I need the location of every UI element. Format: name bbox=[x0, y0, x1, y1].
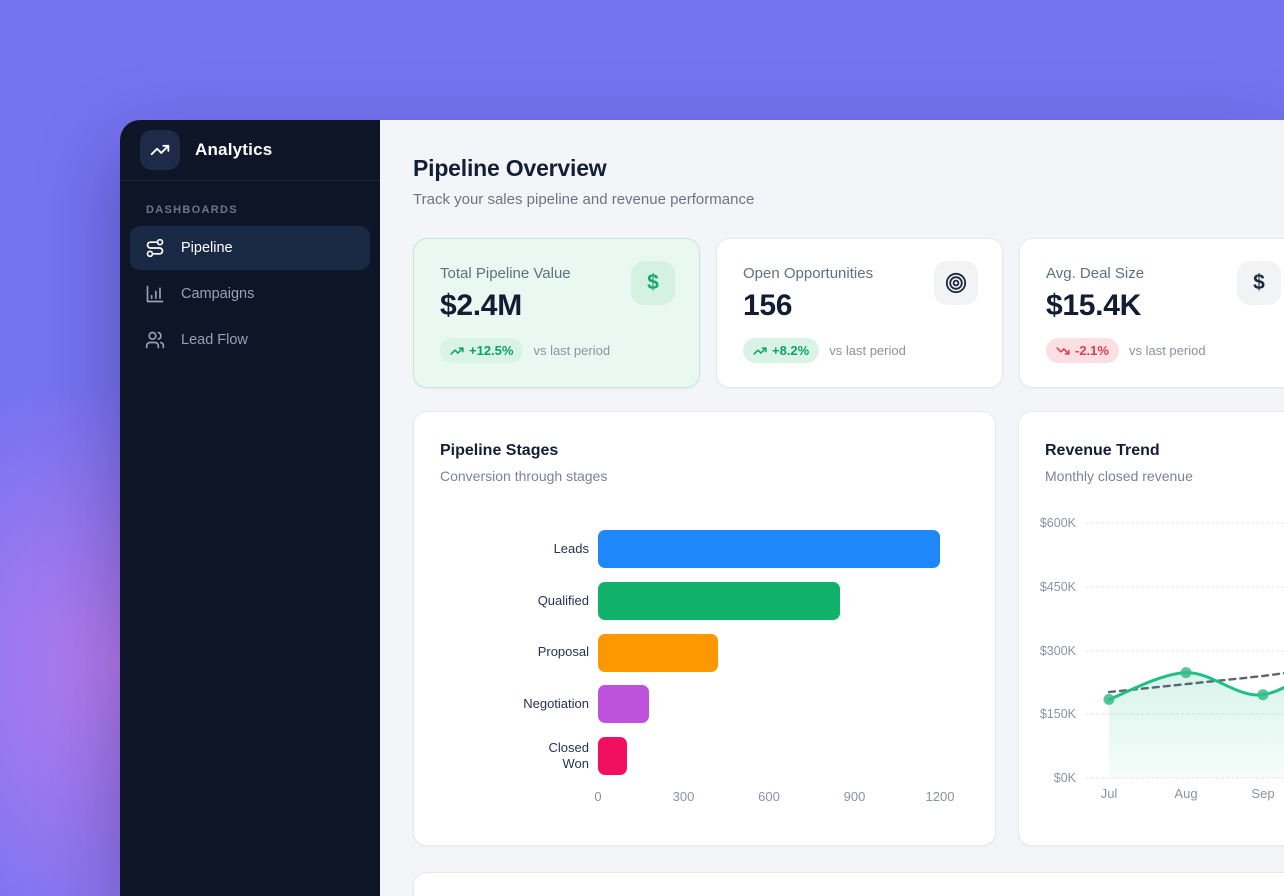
gridline bbox=[1086, 650, 1284, 651]
stage-row: Closed Won bbox=[440, 737, 969, 776]
pipeline-stages-card: Pipeline Stages Conversion through stage… bbox=[413, 411, 996, 846]
kpi-value: $15.4K bbox=[1046, 289, 1141, 322]
sidebar-item-campaigns[interactable]: Campaigns bbox=[130, 272, 370, 316]
stage-bar-proposal bbox=[598, 633, 718, 672]
page-subtitle: Track your sales pipeline and revenue pe… bbox=[413, 191, 755, 208]
users-icon bbox=[145, 330, 165, 350]
stage-row: Leads bbox=[440, 530, 969, 568]
delta-badge: -2.1% bbox=[1046, 338, 1119, 363]
stage-x-axis: 0 300 600 900 1200 bbox=[440, 789, 969, 805]
sidebar-section-label: DASHBOARDS bbox=[146, 204, 238, 216]
brand-title: Analytics bbox=[195, 140, 273, 159]
y-tick: $150K bbox=[1039, 707, 1076, 722]
kpi-note: vs last period bbox=[829, 343, 906, 358]
delta-badge: +8.2% bbox=[743, 338, 820, 363]
x-tick: 1200 bbox=[925, 788, 955, 804]
chart-subtitle: Conversion through stages bbox=[440, 468, 608, 484]
kpi-card-open-opportunities: Open Opportunities 156 +8.2% vs last per… bbox=[716, 238, 1003, 388]
data-point-dot bbox=[1257, 689, 1269, 701]
sidebar-item-label: Campaigns bbox=[181, 286, 255, 302]
kpi-card-avg-deal-size: Avg. Deal Size $15.4K $ -2.1% vs last pe… bbox=[1019, 238, 1284, 388]
x-tick: 900 bbox=[843, 788, 866, 804]
bottom-card-partial bbox=[413, 872, 1284, 896]
trend-dashed-line bbox=[1107, 671, 1284, 694]
kpi-note: vs last period bbox=[1128, 343, 1206, 358]
y-tick: $0K bbox=[1053, 771, 1076, 785]
dollar-icon: $ bbox=[1237, 261, 1281, 305]
x-tick: 0 bbox=[594, 788, 602, 804]
chart-title: Revenue Trend bbox=[1045, 442, 1160, 459]
x-tick-month: Sep bbox=[1251, 786, 1275, 801]
delta-badge: +12.5% bbox=[440, 338, 524, 363]
trending-up-icon bbox=[450, 344, 464, 358]
sidebar-header: Analytics bbox=[120, 120, 380, 181]
kpi-label: Avg. Deal Size bbox=[1046, 265, 1145, 282]
kpi-row: Total Pipeline Value $2.4M $ +12.5% vs l… bbox=[413, 238, 1284, 388]
bar-chart-icon bbox=[145, 284, 165, 304]
kpi-card-total-pipeline-value: Total Pipeline Value $2.4M $ +12.5% vs l… bbox=[413, 238, 700, 388]
charts-row: Pipeline Stages Conversion through stage… bbox=[413, 411, 1284, 846]
app-logo bbox=[140, 130, 180, 170]
delta-value: +8.2% bbox=[772, 343, 810, 358]
sidebar-item-label: Pipeline bbox=[181, 240, 233, 256]
x-tick-month: Aug bbox=[1174, 786, 1198, 801]
y-tick: $300K bbox=[1039, 643, 1076, 658]
stage-row: Negotiation bbox=[440, 685, 969, 724]
chart-subtitle: Monthly closed revenue bbox=[1045, 468, 1193, 484]
y-tick: $600K bbox=[1039, 516, 1076, 530]
stage-bar-chart: Leads Qualified Proposal Negotiation Closed … bbox=[440, 530, 969, 805]
stage-label: Closed Won bbox=[548, 739, 589, 772]
stage-label: Leads bbox=[553, 540, 589, 556]
revenue-trend-card: Revenue Trend Monthly closed revenue $60… bbox=[1018, 411, 1284, 846]
x-tick: 600 bbox=[758, 788, 780, 804]
sidebar: Analytics DASHBOARDS Pipeline Campaigns Le… bbox=[120, 120, 380, 896]
route-icon bbox=[145, 238, 165, 258]
stage-bar-negotiation bbox=[598, 685, 650, 724]
kpi-label: Total Pipeline Value bbox=[440, 265, 571, 282]
data-point-dot bbox=[1103, 693, 1115, 705]
trending-up-icon bbox=[753, 344, 767, 358]
sidebar-nav: Pipeline Campaigns Lead Flow bbox=[120, 226, 380, 362]
stage-label: Proposal bbox=[537, 644, 589, 660]
target-icon bbox=[934, 261, 978, 305]
y-tick: $450K bbox=[1039, 579, 1076, 594]
stage-bar-qualified bbox=[598, 581, 841, 620]
gridline bbox=[1086, 713, 1284, 715]
sidebar-item-label: Lead Flow bbox=[181, 332, 248, 348]
x-tick: 300 bbox=[672, 788, 695, 804]
main-content: Pipeline Overview Track your sales pipel… bbox=[380, 120, 1284, 896]
kpi-note: vs last period bbox=[533, 343, 611, 358]
stage-row: Proposal bbox=[440, 633, 969, 672]
delta-value: -2.1% bbox=[1075, 343, 1109, 358]
kpi-value: 156 bbox=[743, 289, 793, 322]
revenue-line bbox=[1107, 671, 1284, 701]
stage-label: Negotiation bbox=[523, 696, 589, 712]
delta-value: +12.5% bbox=[469, 343, 514, 358]
stage-label: Qualified bbox=[537, 592, 589, 608]
kpi-value: $2.4M bbox=[440, 289, 522, 322]
stage-bar-closed-won bbox=[598, 737, 627, 776]
chart-title: Pipeline Stages bbox=[440, 442, 559, 459]
sidebar-item-lead-flow[interactable]: Lead Flow bbox=[130, 318, 370, 362]
gridline bbox=[1086, 522, 1284, 524]
page-title: Pipeline Overview bbox=[413, 155, 607, 181]
data-point-dot bbox=[1180, 667, 1192, 679]
kpi-label: Open Opportunities bbox=[743, 265, 874, 282]
sidebar-item-pipeline[interactable]: Pipeline bbox=[130, 226, 370, 270]
trending-down-icon bbox=[1056, 344, 1070, 358]
x-tick-month: Jul bbox=[1100, 786, 1118, 801]
gridline bbox=[1086, 777, 1284, 779]
dollar-icon: $ bbox=[631, 261, 675, 305]
app-window: Analytics DASHBOARDS Pipeline Campaigns Le… bbox=[120, 120, 1284, 896]
stage-rows: Leads Qualified Proposal Negotiation Closed … bbox=[440, 530, 969, 776]
gridline bbox=[1086, 586, 1284, 588]
trending-up-icon bbox=[150, 140, 170, 160]
stage-bar-leads bbox=[598, 530, 940, 568]
revenue-area-fill bbox=[1109, 672, 1284, 778]
stage-row: Qualified bbox=[440, 581, 969, 620]
